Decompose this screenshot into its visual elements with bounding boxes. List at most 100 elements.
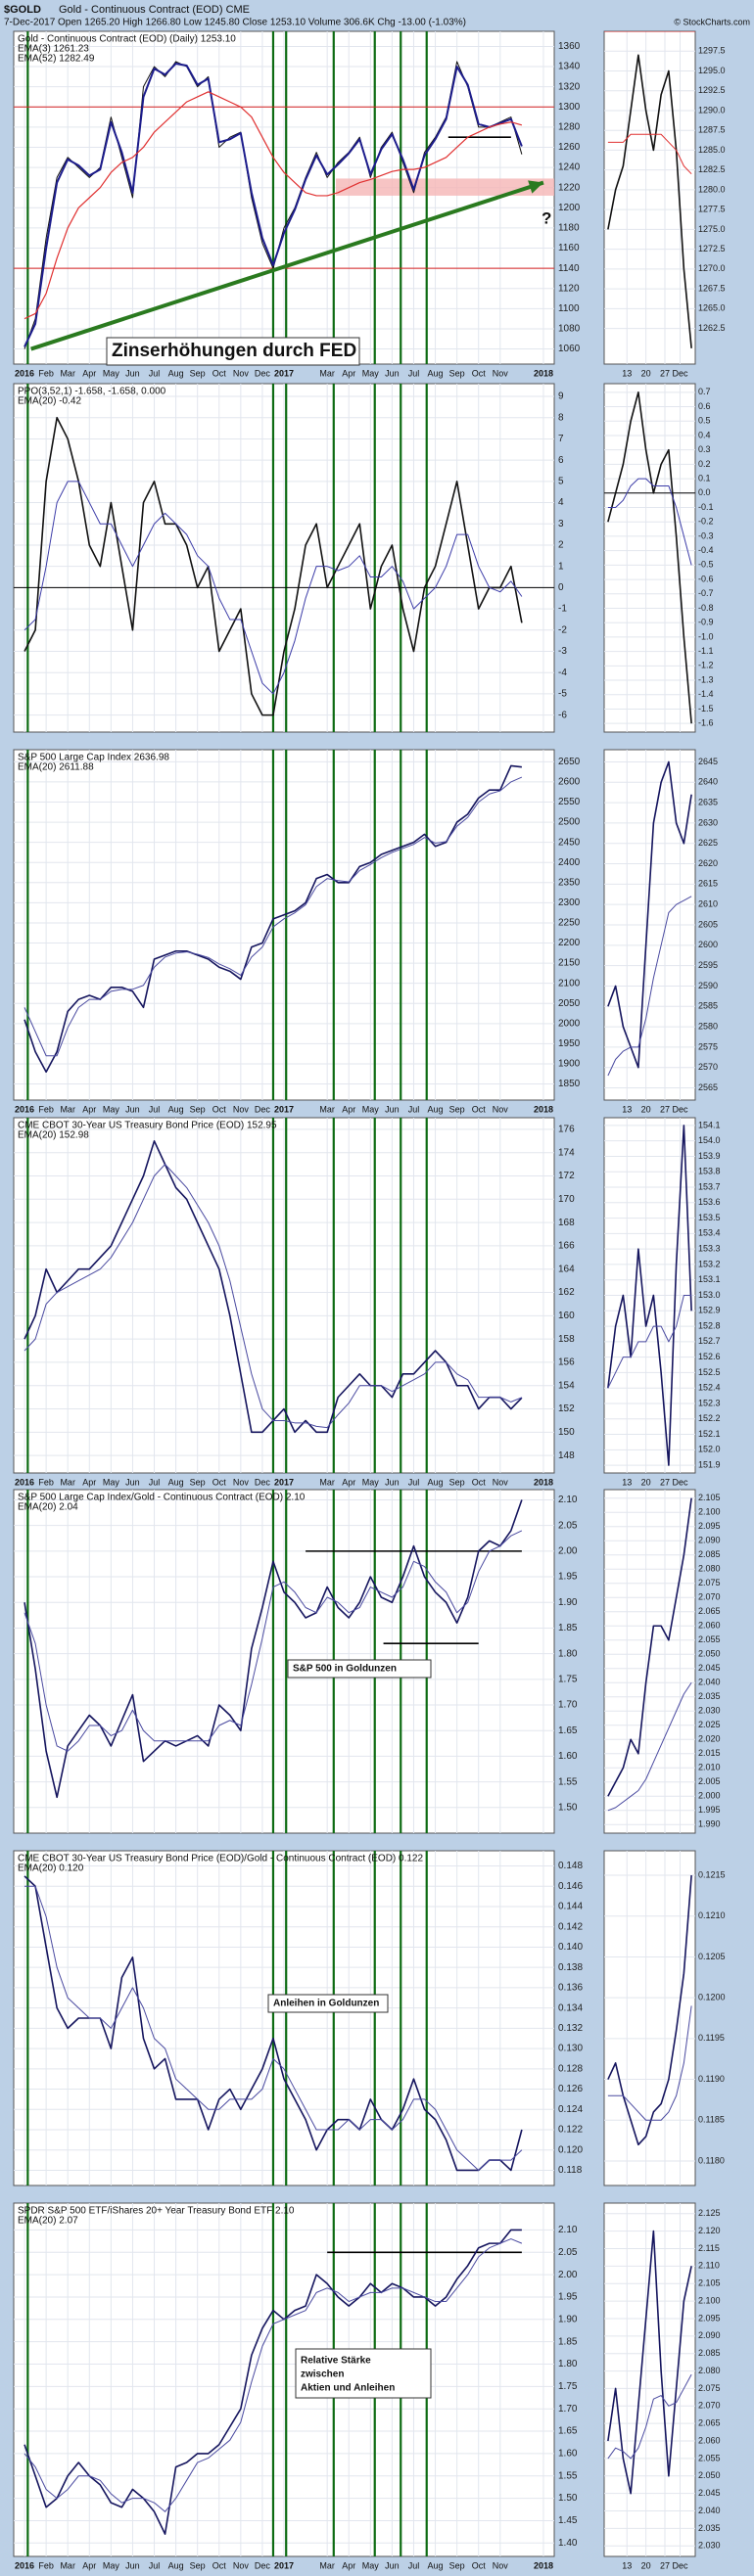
y-tick-label: 2050 <box>558 998 581 1009</box>
side-plot-area <box>603 1850 696 2186</box>
side-y-tick-label: 0.0 <box>698 487 711 497</box>
x-tick-label: Apr <box>82 1477 96 1487</box>
side-y-tick-label: 154.0 <box>698 1135 721 1145</box>
x-tick-label: Jul <box>408 1104 420 1114</box>
side-y-tick-label: 2.060 <box>698 2435 721 2445</box>
x-tick-label: Dec <box>255 368 271 378</box>
side-y-tick-label: 0.6 <box>698 401 711 411</box>
symbol: $GOLD <box>4 4 41 16</box>
side-y-tick-label: 153.8 <box>698 1167 721 1176</box>
x-tick-label: Aug <box>168 1104 184 1114</box>
x-tick-label: Jul <box>408 2560 420 2570</box>
side-y-tick-label: -1.1 <box>698 646 714 656</box>
x-tick-label: Aug <box>428 2560 444 2570</box>
y-tick-label: 1900 <box>558 1059 581 1070</box>
side-y-tick-label: 2.115 <box>698 2243 720 2253</box>
side-x-tick-label: Dec <box>672 2560 688 2570</box>
x-tick-label: Feb <box>38 1104 54 1114</box>
side-y-tick-label: 0.1210 <box>698 1910 726 1920</box>
y-tick-label: 2100 <box>558 978 581 989</box>
y-tick-label: 1.55 <box>558 1776 578 1787</box>
side-y-tick-label: 2615 <box>698 879 718 889</box>
note-text: Anleihen in Goldunzen <box>273 1999 379 2009</box>
y-tick-label: 4 <box>558 497 564 508</box>
x-tick-label: May <box>362 2560 380 2570</box>
side-x-tick-label: 13 <box>622 1477 632 1487</box>
side-y-tick-label: -1.3 <box>698 674 714 684</box>
x-tick-label: Oct <box>472 368 487 378</box>
x-tick-label: Nov <box>233 1477 250 1487</box>
side-plot <box>604 2203 695 2556</box>
x-tick-label: 2017 <box>274 1104 294 1114</box>
y-tick-label: 1.70 <box>558 2404 578 2415</box>
y-tick-label: 168 <box>558 1218 575 1228</box>
side-y-tick-label: 2.070 <box>698 2401 721 2411</box>
y-tick-label: 0.132 <box>558 2023 583 2034</box>
side-x-tick-label: 27 <box>660 368 670 378</box>
x-tick-label: Jun <box>385 1104 400 1114</box>
y-tick-label: 2 <box>558 540 564 551</box>
side-series-line <box>607 391 692 724</box>
series-line <box>24 2238 523 2512</box>
side-y-tick-label: 2625 <box>698 838 718 848</box>
side-y-tick-label: 2605 <box>698 919 718 929</box>
side-x-tick-label: 27 <box>660 1477 670 1487</box>
x-tick-label: Aug <box>428 368 444 378</box>
x-tick-label: Dec <box>255 1477 271 1487</box>
side-y-tick-label: 2.125 <box>698 2208 721 2218</box>
y-tick-label: 2500 <box>558 817 581 828</box>
x-tick-label: 2017 <box>274 368 294 378</box>
y-tick-label: 0 <box>558 582 564 593</box>
side-x-tick-label: 27 <box>660 1104 670 1114</box>
x-tick-label: Sep <box>449 2560 465 2570</box>
side-y-tick-label: 2.030 <box>698 2541 721 2551</box>
side-x-tick-label: 13 <box>622 368 632 378</box>
side-y-tick-label: 153.3 <box>698 1244 721 1254</box>
side-y-tick-label: 153.4 <box>698 1228 721 1238</box>
series-line <box>24 91 523 320</box>
side-y-tick-label: -1.5 <box>698 704 714 713</box>
side-y-tick-label: 2.090 <box>698 1536 721 1545</box>
y-tick-label: 1140 <box>558 263 580 274</box>
side-y-tick-label: 0.2 <box>698 459 711 469</box>
y-tick-label: 3 <box>558 519 564 529</box>
side-y-tick-label: 2.035 <box>698 1691 721 1701</box>
side-x-tick-label: Dec <box>672 1104 688 1114</box>
side-y-tick-label: 152.5 <box>698 1367 721 1377</box>
side-y-tick-label: -1.4 <box>698 689 714 699</box>
side-y-tick-label: 1292.5 <box>698 85 726 95</box>
y-tick-label: 1.75 <box>558 2381 578 2392</box>
y-tick-label: 2400 <box>558 857 581 868</box>
y-tick-label: 166 <box>558 1241 575 1252</box>
y-tick-label: 1.70 <box>558 1700 578 1711</box>
y-tick-label: 152 <box>558 1403 575 1414</box>
y-tick-label: 0.120 <box>558 2144 583 2155</box>
side-series-line <box>607 54 692 348</box>
x-tick-label: Feb <box>38 368 54 378</box>
note-text: Relative Stärke <box>301 2356 371 2367</box>
side-series-line <box>607 1497 692 1797</box>
instrument-name: Gold - Continuous Contract (EOD) CME <box>59 4 250 16</box>
side-y-tick-label: -1.6 <box>698 718 714 728</box>
side-y-tick-label: -0.3 <box>698 530 714 540</box>
x-tick-label: Jun <box>125 1477 140 1487</box>
y-tick-label: 2300 <box>558 897 581 908</box>
x-tick-label: Mar <box>60 2560 75 2570</box>
side-y-tick-label: 2.035 <box>698 2523 721 2533</box>
y-tick-label: 1.90 <box>558 2314 578 2324</box>
side-x-tick-label: 20 <box>641 368 651 378</box>
x-tick-label: Nov <box>493 1104 509 1114</box>
side-y-tick-label: 1297.5 <box>698 46 726 56</box>
y-tick-label: 0.128 <box>558 2063 583 2074</box>
x-tick-label: Dec <box>255 1104 271 1114</box>
y-tick-label: 2250 <box>558 918 581 929</box>
x-tick-label: Apr <box>342 368 355 378</box>
y-tick-label: 1340 <box>558 62 581 72</box>
x-tick-label: Apr <box>82 368 96 378</box>
legend-entry: EMA(20) -0.42 <box>18 396 81 407</box>
side-y-tick-label: 152.4 <box>698 1383 721 1393</box>
y-tick-label: 8 <box>558 412 564 423</box>
series-line <box>24 1530 523 1752</box>
side-y-tick-label: 0.1185 <box>698 2115 725 2125</box>
